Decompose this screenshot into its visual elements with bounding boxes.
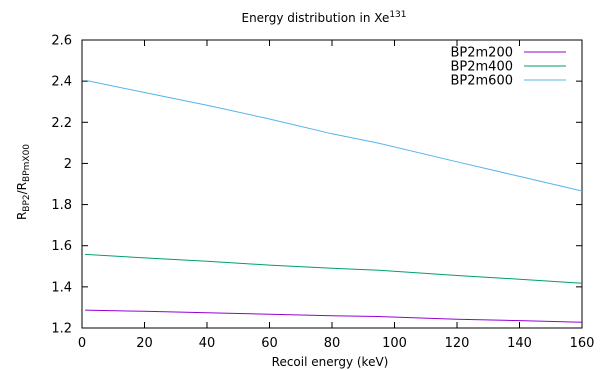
x-tick-label: 100: [382, 336, 407, 351]
x-tick-label: 60: [261, 336, 278, 351]
y-tick-label: 1.2: [51, 322, 72, 337]
y-tick-label: 2.6: [51, 34, 72, 49]
y-axis-label: RBP2/RBPmX00: [15, 144, 32, 220]
y-tick-label: 1.8: [51, 198, 72, 213]
legend-label: BP2m200: [450, 46, 513, 61]
x-tick-label: 0: [78, 336, 86, 351]
legend-label: BP2m600: [450, 74, 513, 89]
x-tick-label: 140: [507, 336, 532, 351]
x-tick-label: 120: [445, 336, 470, 351]
y-tick-label: 2: [64, 157, 72, 172]
series-lines: [84, 79, 583, 323]
y-axis-label-sub1: BP2: [22, 194, 32, 211]
axis-tick-labels: 0 20 40 60 80 100 120 140 160 1.2 1.4 1.6 1.8 2 2.2 2.4…: [51, 34, 594, 352]
y-tick-label: 2.4: [51, 75, 72, 90]
chart-title-superscript: 131: [389, 10, 406, 20]
x-tick-label: 20: [136, 336, 153, 351]
x-tick-label: 80: [324, 336, 341, 351]
y-tick-label: 2.2: [51, 116, 72, 131]
chart-title-main: Energy distribution in Xe: [241, 11, 389, 25]
y-tick-label: 1.6: [51, 239, 72, 254]
x-axis-label: Recoil energy (keV): [272, 355, 389, 369]
chart-title: Energy distribution in Xe131: [241, 10, 406, 25]
axis-ticks: [81, 39, 583, 329]
legend-label: BP2m400: [450, 60, 513, 75]
x-tick-label: 160: [570, 336, 595, 351]
series-line-BP2m200: [85, 309, 583, 323]
x-tick-label: 40: [199, 336, 216, 351]
series-line-BP2m400: [85, 253, 583, 284]
series-line-BP2m600: [84, 79, 583, 192]
y-axis-label-sub2: BPmX00: [22, 144, 32, 182]
y-axis-label-main: R: [15, 212, 29, 220]
y-tick-label: 1.4: [51, 280, 72, 295]
y-axis-label-sep: /R: [15, 182, 29, 194]
